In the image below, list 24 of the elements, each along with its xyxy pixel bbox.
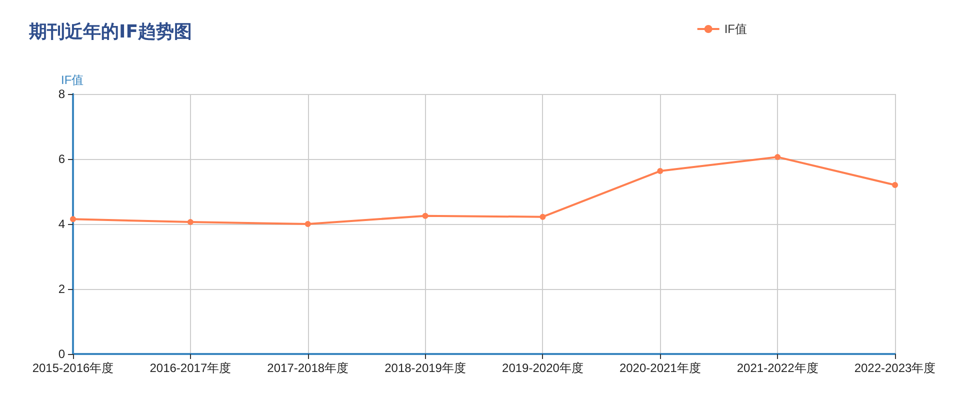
point: [70, 216, 76, 222]
point: [774, 154, 781, 160]
point: [657, 168, 664, 174]
x-tick-label: 2019-2020年度: [502, 361, 584, 375]
x-tick-label: 2020-2021年度: [619, 361, 701, 375]
y-tick-label: 2: [58, 282, 66, 296]
point: [304, 221, 311, 227]
legend-label: IF值: [724, 22, 748, 36]
y-axis-title: IF值: [61, 73, 84, 87]
chart-title: 期刊近年的IF趋势图: [28, 22, 192, 42]
point: [422, 212, 428, 219]
x-tick-label: 2021-2022年度: [736, 361, 818, 375]
y-tick-label: 8: [58, 87, 66, 101]
x-tick-label: 2018-2019年度: [384, 361, 466, 375]
point: [540, 214, 546, 220]
x-tick-label: 2015-2016年度: [32, 361, 114, 375]
y-tick-label: 6: [58, 152, 66, 166]
x-tick-label: 2016-2017年度: [150, 361, 232, 375]
point: [892, 182, 898, 188]
point: [187, 219, 194, 226]
x-tick-label: 2017-2018年度: [267, 361, 349, 375]
y-tick-label: 4: [58, 217, 66, 231]
x-tick-label: 2022-2023年度: [854, 361, 936, 375]
y-tick-label: 0: [58, 347, 66, 361]
